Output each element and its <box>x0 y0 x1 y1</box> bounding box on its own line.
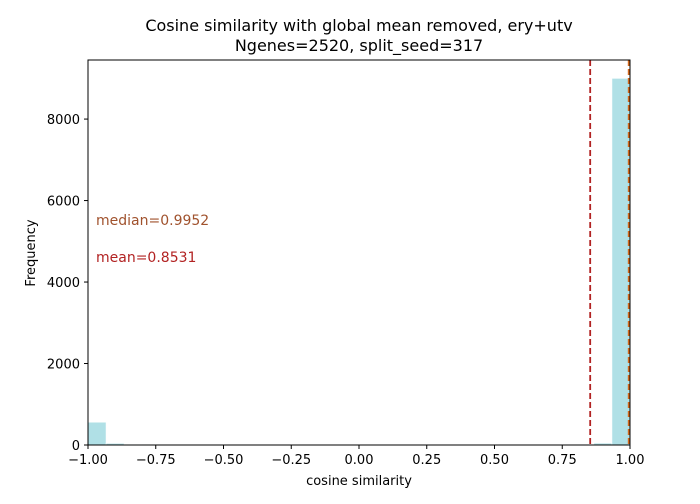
y-tick-label: 6000 <box>47 195 80 210</box>
chart-subtitle: Ngenes=2520, split_seed=317 <box>235 36 483 56</box>
x-tick-label: −0.50 <box>204 453 244 468</box>
y-tick-label: 4000 <box>47 276 80 291</box>
x-tick-label: −1.00 <box>68 453 108 468</box>
mean-annotation: mean=0.8531 <box>96 250 196 266</box>
y-tick-label: 2000 <box>47 358 80 373</box>
histogram-bar <box>88 422 106 445</box>
x-tick-label: 0.50 <box>480 453 509 468</box>
y-tick-label: 0 <box>72 439 80 454</box>
x-axis-label: cosine similarity <box>306 474 412 489</box>
median-annotation: median=0.9952 <box>96 213 209 229</box>
x-tick-label: −0.75 <box>136 453 176 468</box>
x-tick-label: −0.25 <box>271 453 311 468</box>
chart-title: Cosine similarity with global mean remov… <box>145 16 572 35</box>
x-ticks: −1.00 −0.75 −0.50 −0.25 0.00 0.25 0.50 0.75 1.00 <box>68 445 644 468</box>
x-tick-label: 0.00 <box>345 453 374 468</box>
y-tick-label: 8000 <box>47 113 80 128</box>
x-tick-label: 0.25 <box>412 453 441 468</box>
histogram-bar <box>612 78 630 445</box>
y-ticks: 0 2000 4000 6000 8000 <box>47 113 88 454</box>
x-tick-label: 0.75 <box>548 453 577 468</box>
y-axis-label: Frequency <box>24 219 39 286</box>
x-tick-label: 1.00 <box>616 453 645 468</box>
